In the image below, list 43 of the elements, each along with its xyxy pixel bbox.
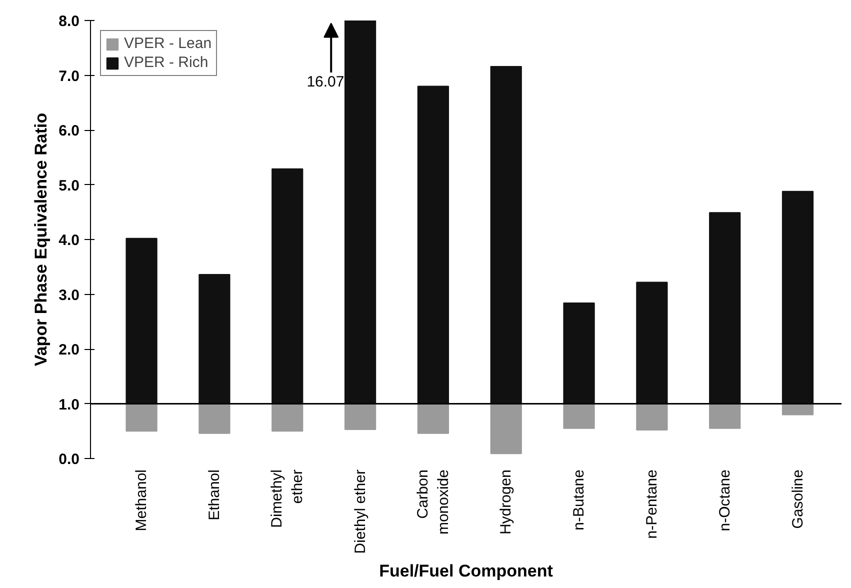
x-tick-label: n-Pentane <box>643 469 660 539</box>
bar <box>636 282 668 404</box>
bar <box>344 20 376 404</box>
y-tick-label: 1.0 <box>58 396 80 414</box>
y-tick-label: 2.0 <box>58 342 80 358</box>
y-tick-label: 5.0 <box>58 177 80 194</box>
x-tick-label: n-Butane <box>570 469 588 530</box>
x-tick-label: Dimethyl ether <box>268 469 306 528</box>
y-tick-label: 3.0 <box>58 286 80 304</box>
y-tick-label: 6.0 <box>58 122 80 140</box>
annotation: 16.07 <box>306 73 344 90</box>
x-tick-label: Diethyl ether <box>352 469 369 554</box>
bar <box>563 403 595 429</box>
bar <box>126 403 158 432</box>
x-axis-title: Fuel/Fuel Component <box>379 562 554 581</box>
y-tick-label: 4.0 <box>58 232 80 249</box>
bar <box>563 302 595 404</box>
x-tick-label: Carbon monoxide <box>414 469 452 535</box>
bar <box>417 86 449 404</box>
bar <box>198 403 230 434</box>
bar <box>636 403 668 431</box>
bar <box>272 403 304 432</box>
bar <box>126 238 158 404</box>
bar <box>490 403 522 454</box>
bar <box>709 212 741 404</box>
x-tick-label: Methanol <box>133 469 150 532</box>
bar <box>344 403 376 430</box>
y-tick-label: 7.0 <box>58 68 80 85</box>
legend-label: VPER - Lean <box>124 35 212 52</box>
x-tick-label: Gasoline <box>789 470 806 529</box>
bar <box>417 403 449 434</box>
bar <box>782 190 814 404</box>
x-tick-label: Hydrogen <box>498 469 515 535</box>
y-tick-label: 8.0 <box>58 13 80 30</box>
bar <box>490 66 522 404</box>
y-axis-title: Vapor Phase Equivalence Ratio <box>32 112 51 366</box>
y-tick-label: 0.0 <box>58 451 80 468</box>
x-tick-label: n-Octane <box>716 469 734 532</box>
bar <box>709 403 741 429</box>
bar <box>272 168 304 404</box>
bar <box>198 274 230 404</box>
x-tick-label: Ethanol <box>206 470 223 520</box>
legend-label: VPER - Rich <box>124 54 208 71</box>
